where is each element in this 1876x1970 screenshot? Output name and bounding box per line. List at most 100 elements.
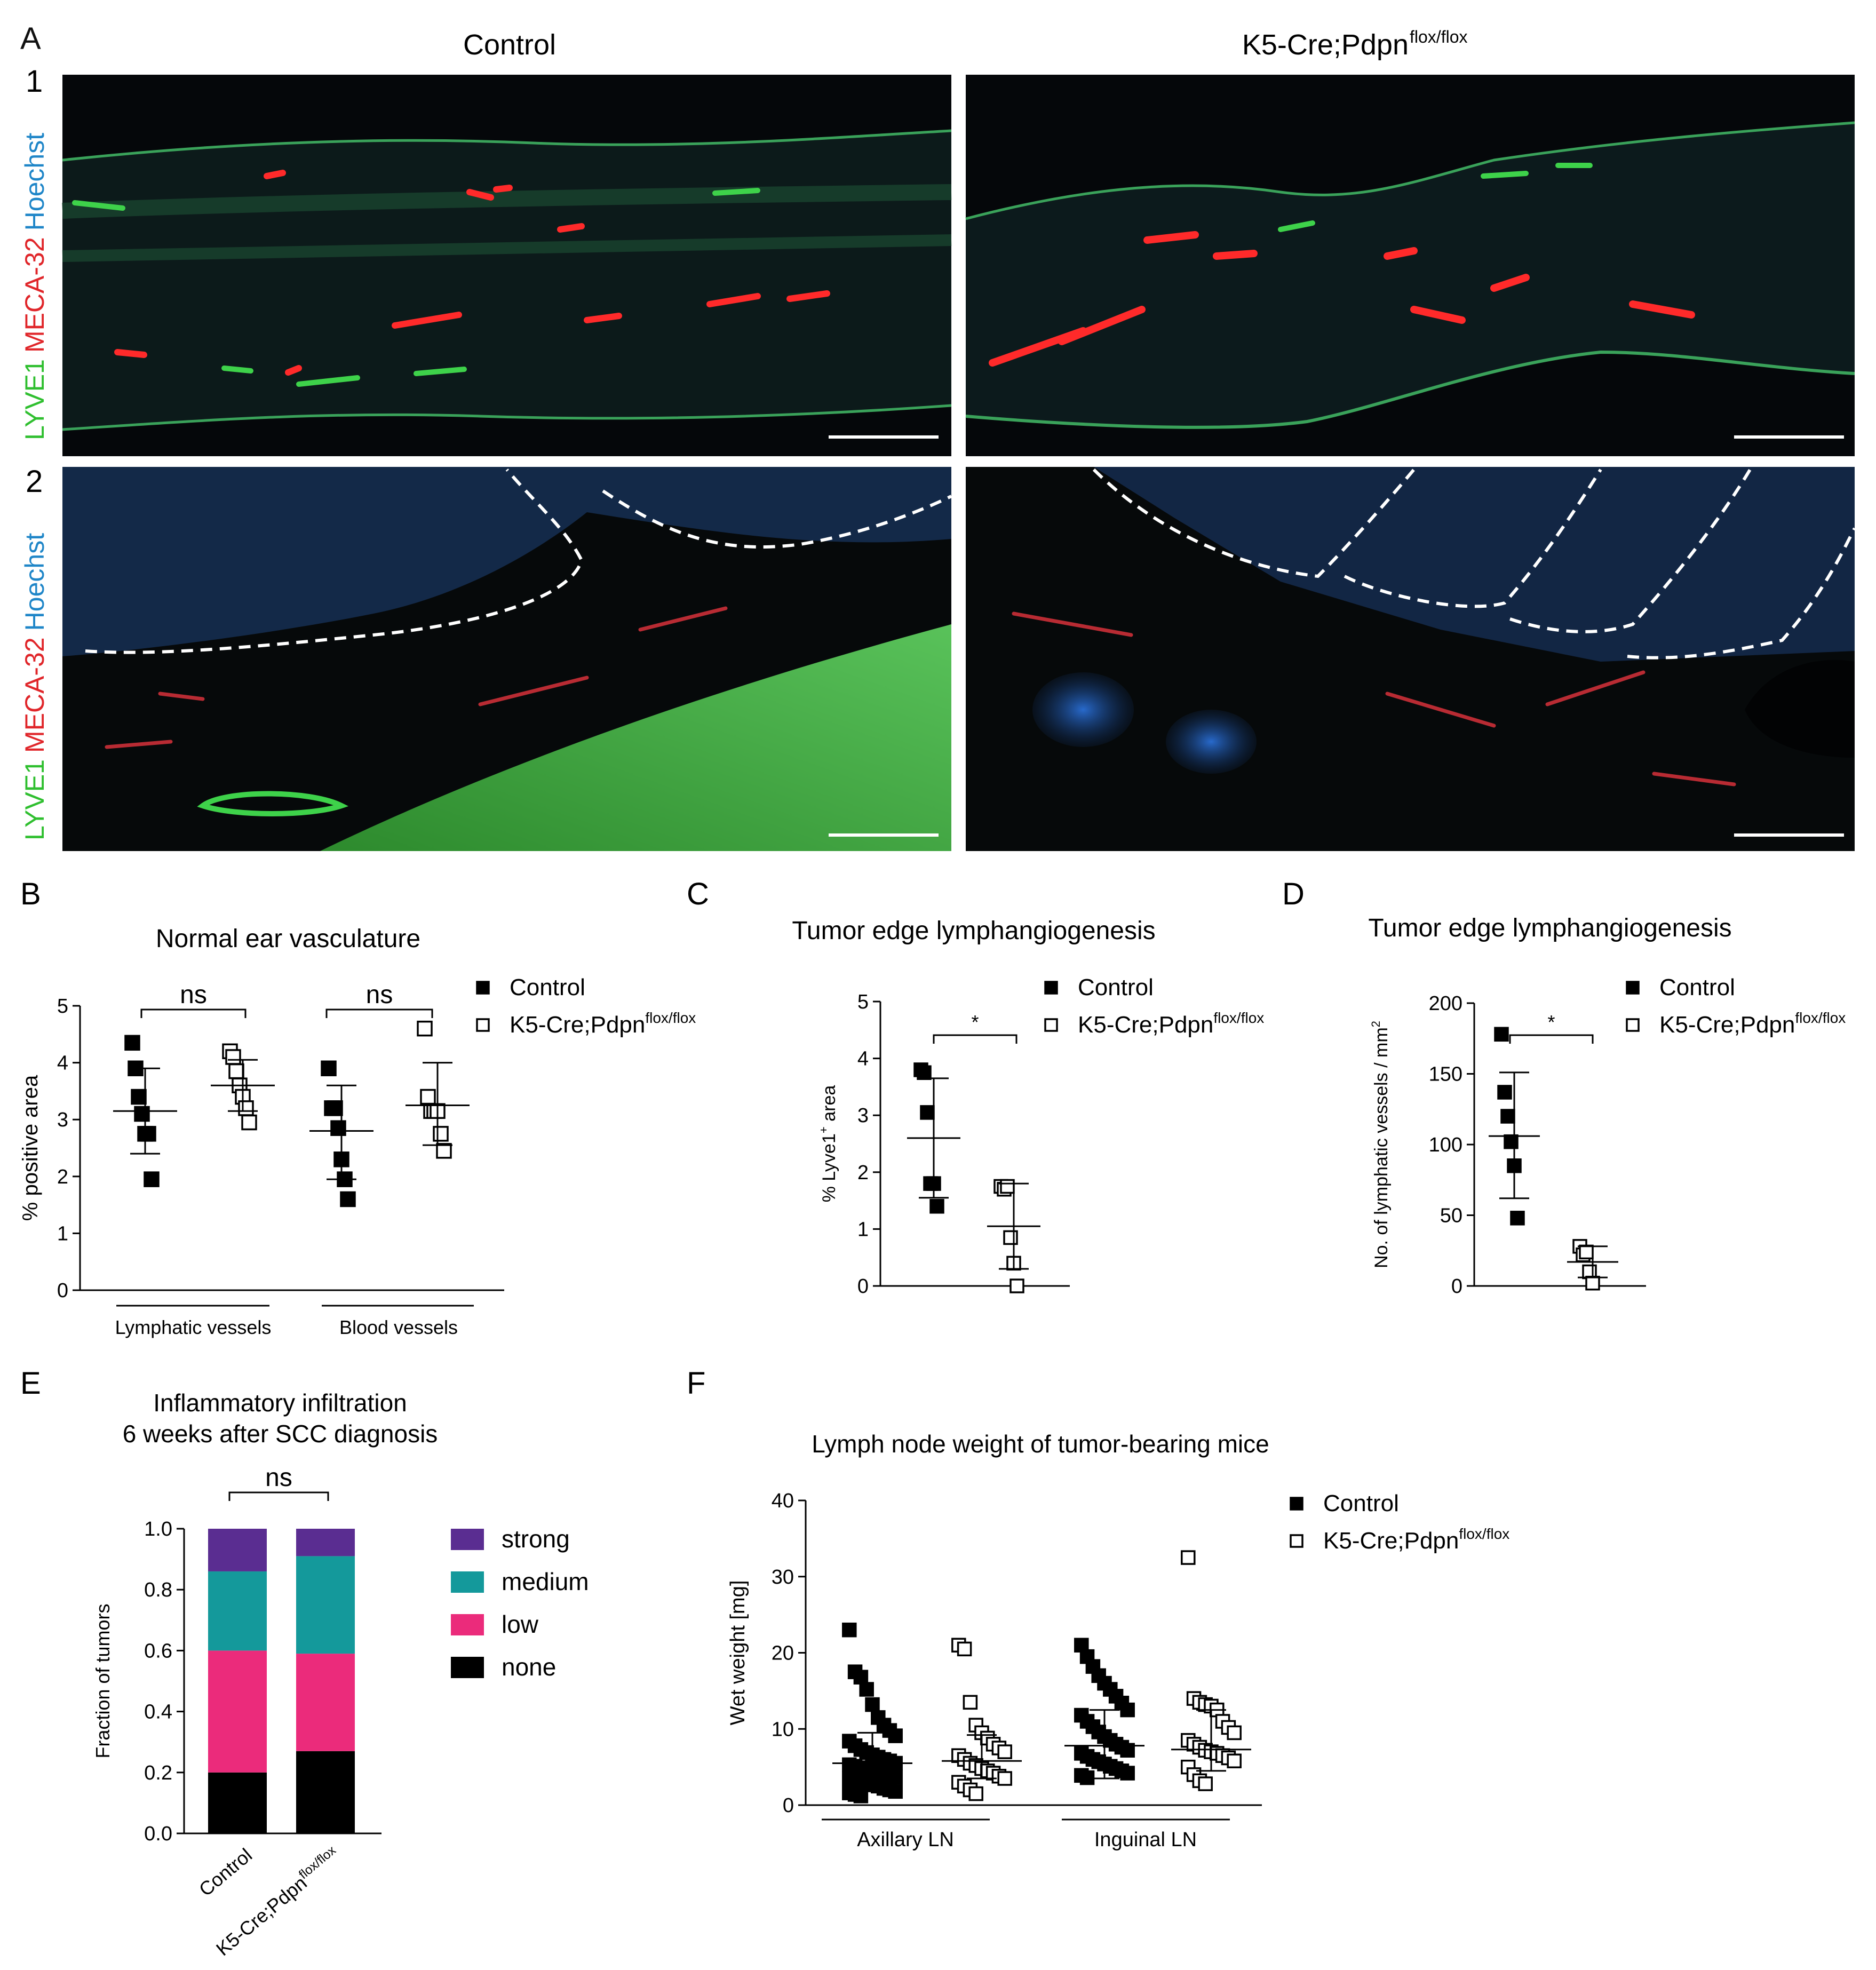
legend-label: K5-Cre;Pdpnflox/flox [1659, 1010, 1846, 1038]
y-tick-label: 40 [772, 1490, 794, 1512]
data-point [888, 1784, 903, 1799]
y-axis-label: % positive area [19, 1075, 42, 1221]
col-header-control: Control [463, 29, 556, 61]
data-point [1579, 1244, 1594, 1260]
legend-marker [1290, 1497, 1303, 1511]
panel-letter-c: C [687, 877, 709, 911]
legend-swatch-strong [451, 1529, 484, 1550]
chart-e-title: Inflammatory infiltration [153, 1389, 407, 1417]
legend-swatch-none [451, 1657, 484, 1678]
bar-segment-low [296, 1654, 355, 1751]
chart-d-axes: 0 50 100 150 200 No. of lymphatic vessels / m… [1369, 974, 1846, 1298]
data-point [340, 1191, 356, 1208]
chart-b-title: Normal ear vasculature [156, 925, 420, 953]
y-axis-label: Wet weight [mg] [727, 1580, 749, 1726]
data-point [865, 1697, 880, 1712]
data-point [1227, 1725, 1242, 1741]
legend-label: K5-Cre;Pdpnflox/flox [510, 1010, 696, 1038]
data-point [420, 1089, 436, 1105]
legend-swatch-medium [451, 1571, 484, 1593]
data-point [241, 1114, 257, 1131]
y-tick-label: 5 [857, 991, 869, 1013]
y-tick-label: 100 [1429, 1134, 1462, 1156]
y-tick-label: 3 [57, 1109, 68, 1131]
significance-label: * [971, 1011, 979, 1033]
y-tick-label: 0 [57, 1280, 68, 1302]
legend-marker [476, 981, 490, 995]
legend-marker [1626, 1018, 1640, 1032]
bar-segment-none [208, 1772, 267, 1833]
y-axis-label-sup: + [817, 1126, 830, 1133]
data-point [963, 1695, 978, 1710]
data-point [1497, 1085, 1512, 1100]
y-axis-label-text: % positive area [19, 1075, 42, 1221]
legend-text: Control [1078, 974, 1154, 1000]
data-point [997, 1744, 1012, 1759]
legend-label: K5-Cre;Pdpnflox/flox [1323, 1526, 1509, 1554]
data-point [1181, 1550, 1196, 1565]
legend-text: K5-Cre;Pdpn [510, 1012, 645, 1038]
panel-letter-f: F [687, 1366, 705, 1401]
bar-segment-none [296, 1751, 355, 1833]
significance-label: * [1547, 1011, 1555, 1033]
y-axis-label: Fraction of tumors [92, 1603, 114, 1758]
data-point [1120, 1702, 1135, 1718]
data-point [131, 1089, 147, 1105]
bar-segment-low [208, 1650, 267, 1773]
bar-segment-medium [208, 1571, 267, 1651]
panel-e: E Inflammatory infiltration 6 weeks afte… [20, 1366, 589, 1960]
chart-b-axes: 0 1 2 3 4 5 % positive area ns ns Lymphatic vesse… [19, 974, 696, 1338]
y-tick-label: 150 [1429, 1063, 1462, 1086]
y-axis-label-text: % Lyve1 [819, 1133, 839, 1202]
legend-label: low [502, 1610, 539, 1638]
legend-marker [1044, 1018, 1058, 1032]
row-number-1: 1 [26, 64, 43, 99]
significance-bracket [228, 1491, 329, 1501]
col-header-k5-main: K5-Cre;Pdpn [1242, 29, 1409, 61]
chart-f-axes: 0 10 20 30 40 Wet weight [mg] Axillary LN Ingui… [727, 1490, 1509, 1851]
data-point [433, 1126, 449, 1142]
legend-sup: flox/flox [1213, 1010, 1264, 1026]
legend-text: Control [510, 974, 585, 1000]
panel-letter-e: E [20, 1366, 41, 1401]
group-label: Lymphatic vessels [115, 1316, 272, 1338]
data-point [1120, 1766, 1135, 1781]
y-tick-label: 20 [772, 1642, 794, 1665]
data-point [1510, 1211, 1525, 1226]
chart-c-axes: 0 1 2 3 4 5 % Lyve1+ area * Control K5-Cre;Pdpnfl… [817, 974, 1264, 1298]
significance-label: ns [265, 1464, 292, 1492]
chart-e-subtitle: 6 weeks after SCC diagnosis [123, 1420, 438, 1448]
col-header-k5-sup: flox/flox [1410, 27, 1467, 46]
legend-label: Control [1323, 1490, 1399, 1516]
stain-meca-row1: MECA-32 [20, 237, 50, 353]
significance-bracket [933, 1034, 1018, 1044]
significance-bracket [1509, 1034, 1594, 1044]
y-tick-label: 30 [772, 1566, 794, 1588]
significance-label: ns [366, 981, 393, 1009]
y-axis-label-sup: 2 [1369, 1021, 1382, 1027]
legend-swatch-low [451, 1614, 484, 1635]
significance-label: ns [180, 981, 207, 1009]
data-point [1494, 1027, 1509, 1042]
bar-segment-strong [296, 1529, 355, 1556]
x-category-sup: flox/flox [296, 1843, 339, 1882]
stain-lyve1-row2: LYVE1 [20, 759, 50, 840]
panel-a: A Control K5-Cre;Pdpn flox/flox 1 2 LYVE… [20, 21, 1856, 851]
data-point [1500, 1109, 1515, 1124]
y-axis-label-tail: area [819, 1085, 839, 1127]
y-tick-label: 1.0 [144, 1518, 172, 1540]
data-point [997, 1771, 1012, 1786]
legend-text: Control [1323, 1490, 1399, 1516]
stain-meca-row2: MECA-32 [20, 637, 50, 753]
legend-sup: flox/flox [645, 1010, 696, 1026]
panel-letter-a: A [20, 21, 41, 56]
legend-text: K5-Cre;Pdpn [1323, 1528, 1459, 1554]
y-tick-label: 0.2 [144, 1762, 172, 1784]
panel-d: D Tumor edge lymphangiogenesis 0 50 100 150… [1282, 877, 1846, 1298]
data-point [124, 1035, 140, 1051]
legend-label: none [502, 1653, 556, 1681]
panel-letter-b: B [20, 877, 41, 911]
data-point [1227, 1753, 1242, 1768]
chart-f-title: Lymph node weight of tumor-bearing mice [812, 1430, 1269, 1458]
